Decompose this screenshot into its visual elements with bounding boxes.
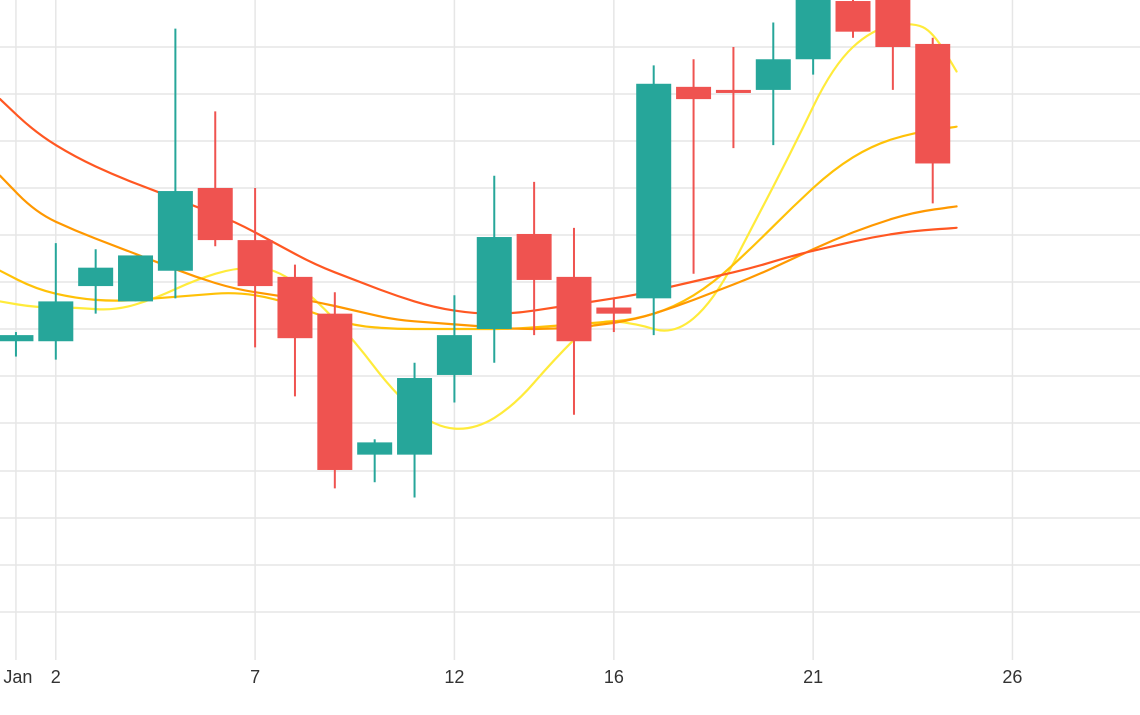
candle-body	[755, 59, 791, 90]
candle-up	[357, 439, 393, 483]
candle-body	[556, 276, 592, 342]
x-tick-label: 21	[803, 667, 823, 687]
candle-up	[157, 28, 193, 299]
candle-body	[277, 276, 313, 339]
candle-body	[357, 442, 393, 455]
candle-body	[157, 191, 193, 271]
candle-down	[277, 264, 313, 397]
x-axis: Jan 2 7 12 16 21 26	[3, 667, 1022, 687]
candle-body	[636, 83, 672, 299]
candle-body	[38, 301, 74, 342]
candle-down	[915, 37, 951, 204]
x-tick-label: 7	[250, 667, 260, 687]
candle-body	[317, 313, 353, 470]
moving-average-line	[0, 98, 958, 315]
candle-body	[476, 237, 512, 329]
candle-body	[118, 255, 154, 302]
candle-up	[78, 249, 114, 314]
candle-up	[436, 295, 472, 403]
candle-body	[715, 89, 751, 93]
candle-down	[676, 59, 712, 274]
candle-body	[0, 335, 34, 342]
x-tick-label: 12	[444, 667, 464, 687]
candle-up	[118, 255, 154, 302]
candle-down	[237, 187, 273, 348]
x-tick-label: 2	[51, 667, 61, 687]
candle-down	[715, 47, 751, 149]
candle-down	[317, 292, 353, 489]
candle-down	[596, 298, 632, 333]
candle-down	[835, 0, 871, 38]
candles-layer	[0, 0, 951, 498]
candle-body	[835, 1, 871, 32]
candle-body	[795, 0, 831, 60]
candle-body	[237, 240, 273, 287]
candle-up	[0, 332, 34, 357]
candle-body	[78, 267, 114, 287]
candle-up	[38, 243, 74, 360]
candle-down	[516, 181, 552, 336]
x-tick-label: 26	[1002, 667, 1022, 687]
candle-body	[397, 378, 433, 455]
candle-body	[197, 187, 233, 241]
candle-up	[476, 175, 512, 363]
candle-down	[197, 111, 233, 247]
candle-body	[596, 307, 632, 314]
candle-up	[755, 22, 791, 146]
x-tick-label: 16	[604, 667, 624, 687]
candle-body	[676, 86, 712, 100]
candle-down	[875, 0, 911, 90]
candle-up	[397, 362, 433, 498]
candle-body	[516, 233, 552, 280]
candle-body	[436, 335, 472, 375]
candle-body	[915, 43, 951, 164]
x-tick-label: Jan	[3, 667, 32, 687]
candle-down	[556, 227, 592, 415]
candle-body	[875, 0, 911, 47]
candle-up	[636, 65, 672, 336]
candle-up	[795, 0, 831, 75]
